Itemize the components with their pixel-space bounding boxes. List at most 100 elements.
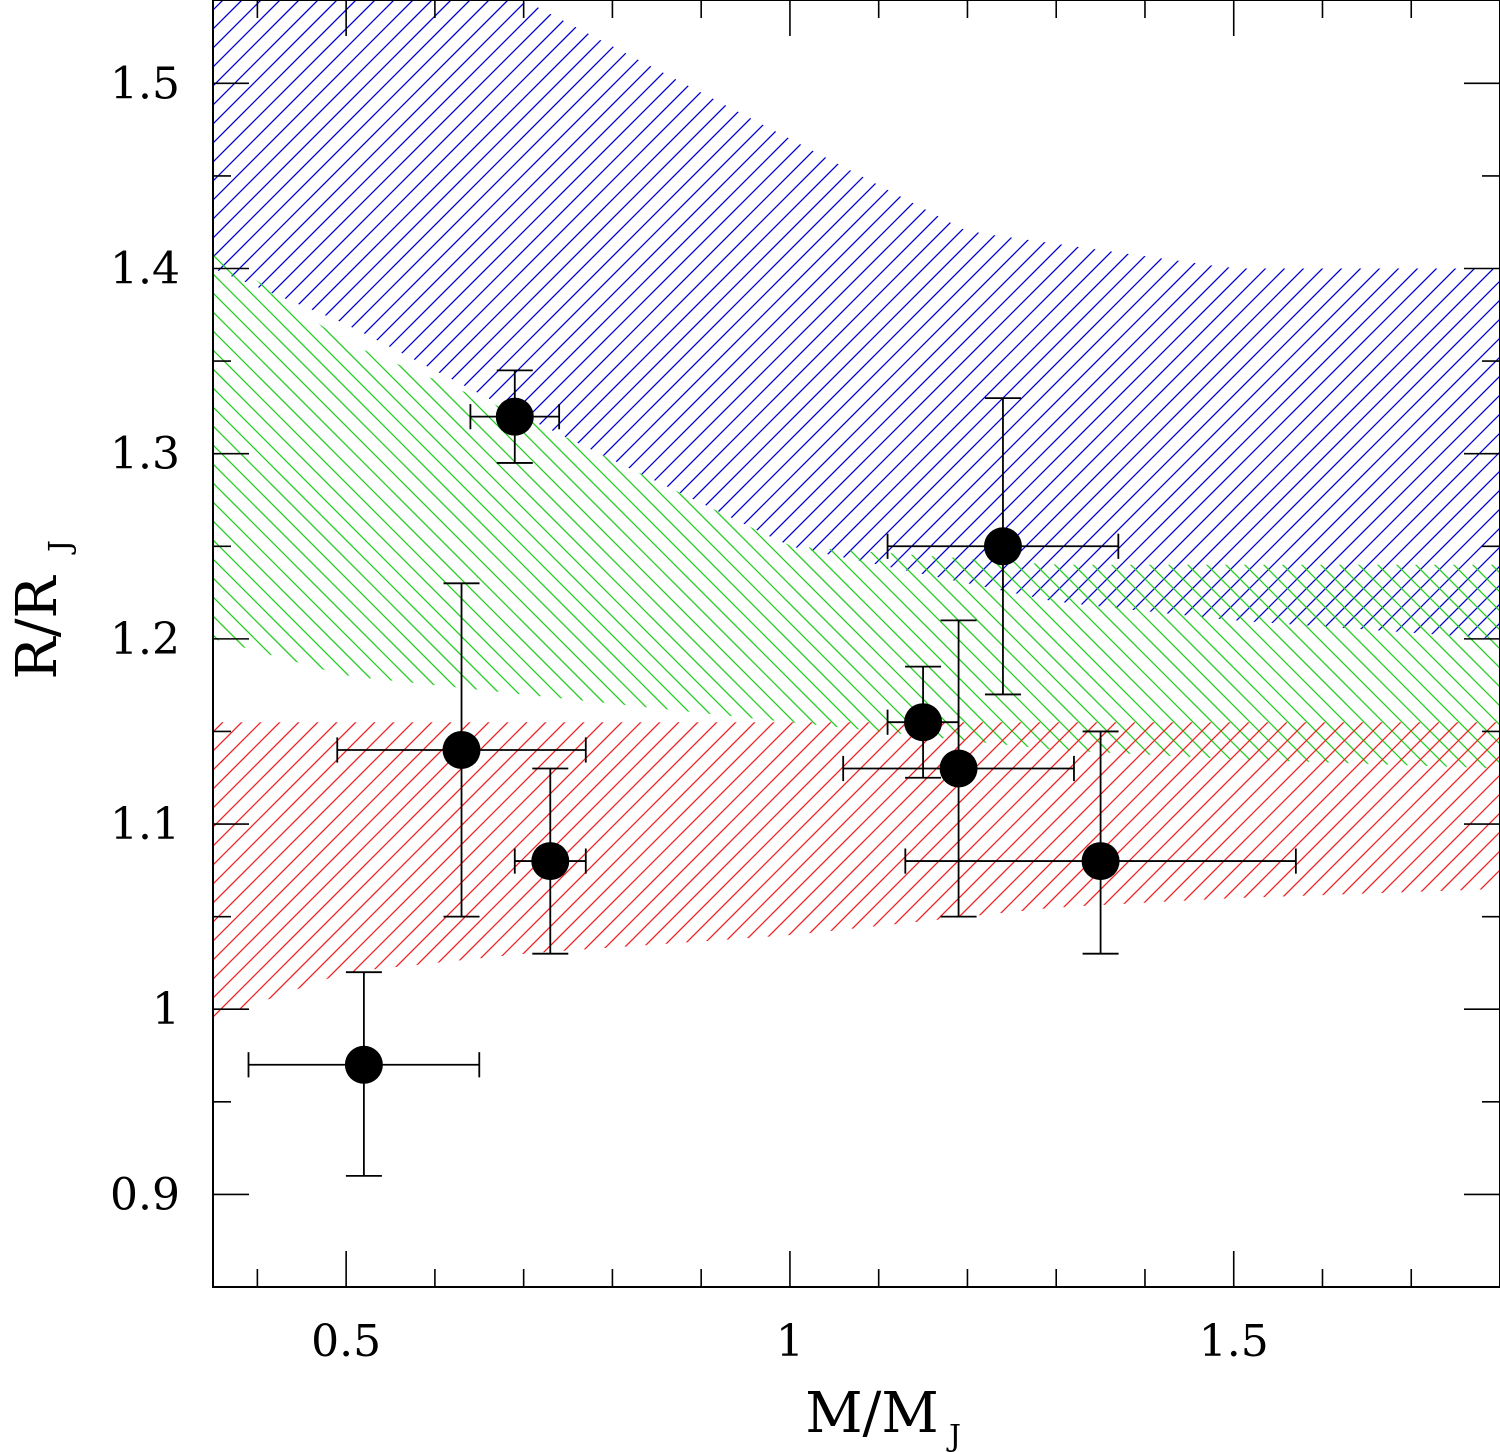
band-green-hatch-line bbox=[604, 0, 1500, 1452]
plot-frame bbox=[213, 0, 1500, 1287]
band-green-hatch-line bbox=[0, 0, 90, 1452]
band-blue-hatch-line bbox=[0, 0, 869, 1452]
band-green-hatch-line bbox=[0, 0, 1059, 1452]
band-blue-hatch-line bbox=[0, 0, 33, 1452]
band-green-hatch-line bbox=[927, 0, 1500, 1452]
band-red-hatch-line bbox=[0, 0, 261, 1452]
band-red-hatch-line bbox=[1041, 0, 1500, 1452]
band-green-hatch-line bbox=[0, 0, 1211, 1452]
band-blue-hatch-line bbox=[0, 0, 1059, 1452]
band-blue-hatch-line bbox=[737, 0, 1500, 1452]
band-blue-hatch-line bbox=[0, 0, 907, 1452]
band-red-hatch-line bbox=[0, 0, 1154, 1452]
band-green-hatch-line bbox=[148, 0, 1500, 1452]
band-red-hatch-line bbox=[984, 0, 1500, 1452]
band-red-hatch-line bbox=[281, 0, 1500, 1452]
band-red-hatch-line bbox=[0, 0, 793, 1452]
band-green-hatch-line bbox=[0, 0, 717, 1452]
band-blue-hatch-line bbox=[0, 0, 774, 1452]
band-red-hatch-line bbox=[0, 0, 1249, 1452]
band-red-hatch-line bbox=[1459, 0, 1500, 1452]
band-blue-hatch-line bbox=[0, 0, 755, 1452]
band-blue-hatch-line bbox=[1459, 0, 1500, 1452]
x-axis-title-main: M/M bbox=[805, 1381, 939, 1446]
band-green-hatch-line bbox=[414, 0, 1500, 1452]
band-green-hatch-line bbox=[1307, 0, 1500, 1452]
band-red-hatch-line bbox=[0, 0, 489, 1452]
band-blue-hatch-line bbox=[927, 0, 1500, 1452]
band-red-hatch-line bbox=[0, 0, 850, 1452]
band-blue-hatch-line bbox=[1041, 0, 1500, 1452]
band-green-hatch-line bbox=[0, 0, 1287, 1452]
band-blue-hatch-line bbox=[0, 0, 1439, 1452]
band-red-hatch-line bbox=[0, 0, 185, 1452]
band-blue-hatch-line bbox=[0, 0, 508, 1452]
band-red-hatch-line bbox=[0, 0, 812, 1452]
band-red-hatch-line bbox=[0, 0, 831, 1452]
band-green-hatch-line bbox=[794, 0, 1500, 1452]
band-green-hatch-line bbox=[0, 0, 1496, 1452]
band-red-hatch-line bbox=[509, 0, 1500, 1452]
band-green-hatch-line bbox=[699, 0, 1500, 1452]
band-green-hatch-line bbox=[0, 0, 470, 1452]
band-green-hatch-line bbox=[0, 0, 1268, 1452]
band-green-hatch-line bbox=[0, 0, 71, 1452]
band-red-hatch-line bbox=[452, 0, 1500, 1452]
data-point bbox=[515, 768, 586, 953]
band-red-hatch-line bbox=[0, 0, 508, 1452]
band-red-hatch-line bbox=[0, 0, 375, 1452]
band-green-hatch-line bbox=[1117, 0, 1500, 1452]
band-blue-hatch-line bbox=[604, 0, 1500, 1452]
band-blue-hatch-line bbox=[0, 0, 1268, 1452]
band-green-hatch-line bbox=[0, 0, 242, 1452]
band-blue-hatch bbox=[0, 0, 1500, 1452]
band-blue-hatch-line bbox=[0, 0, 1306, 1452]
band-red-hatch-line bbox=[0, 0, 470, 1452]
band-red-hatch-line bbox=[0, 0, 1116, 1452]
band-blue-hatch-line bbox=[0, 0, 584, 1452]
band-red-hatch-line bbox=[0, 0, 679, 1452]
band-green-hatch-line bbox=[984, 0, 1500, 1452]
band-blue-hatch-line bbox=[0, 0, 1401, 1452]
band-green-hatch-line bbox=[0, 0, 546, 1452]
band-blue-hatch-line bbox=[0, 0, 356, 1452]
band-green-hatch-line bbox=[0, 0, 166, 1452]
band-green-hatch-line bbox=[0, 0, 1154, 1452]
data-point-marker bbox=[496, 398, 534, 436]
band-red-hatch-line bbox=[0, 0, 451, 1452]
band-red-hatch-line bbox=[0, 0, 1287, 1452]
band-red-hatch-line bbox=[0, 0, 1211, 1452]
band-blue-hatch-line bbox=[0, 0, 964, 1452]
y-axis-title-main: R/R bbox=[5, 575, 70, 680]
band-green-hatch-line bbox=[0, 0, 356, 1452]
band-green-hatch-line bbox=[0, 0, 1382, 1452]
band-blue-hatch-line bbox=[1364, 0, 1500, 1452]
band-green-hatch-line bbox=[1440, 0, 1500, 1452]
band-blue-hatch-line bbox=[585, 0, 1500, 1452]
band-blue-hatch-line bbox=[1307, 0, 1500, 1452]
band-blue-hatch-line bbox=[794, 0, 1500, 1452]
data-point-marker bbox=[443, 731, 481, 769]
band-red-hatch-line bbox=[0, 0, 432, 1452]
band-green-hatch-line bbox=[34, 0, 1500, 1452]
band-red-hatch-line bbox=[0, 0, 128, 1452]
band-red-hatch-line bbox=[699, 0, 1500, 1452]
band-green-hatch-line bbox=[0, 0, 147, 1452]
band-blue-hatch-line bbox=[0, 0, 603, 1452]
band-green-hatch-line bbox=[1174, 0, 1500, 1452]
band-blue-hatch-line bbox=[908, 0, 1500, 1452]
band-green-hatch-line bbox=[1060, 0, 1500, 1452]
band-green-hatch-line bbox=[452, 0, 1500, 1452]
band-blue-hatch-line bbox=[414, 0, 1500, 1452]
band-blue-hatch-line bbox=[661, 0, 1500, 1452]
band-red-hatch-line bbox=[34, 0, 1500, 1452]
band-red-hatch-line bbox=[1117, 0, 1500, 1452]
band-green-hatch-line bbox=[1212, 0, 1500, 1452]
band-blue-hatch-line bbox=[0, 0, 1135, 1452]
band-green-hatch-line bbox=[0, 0, 432, 1452]
band-blue-hatch-line bbox=[0, 0, 717, 1452]
band-blue-hatch-line bbox=[0, 0, 1173, 1452]
band-red-hatch-line bbox=[889, 0, 1500, 1452]
band-red-hatch-line bbox=[205, 0, 1500, 1452]
band-red-hatch-line bbox=[0, 0, 90, 1452]
